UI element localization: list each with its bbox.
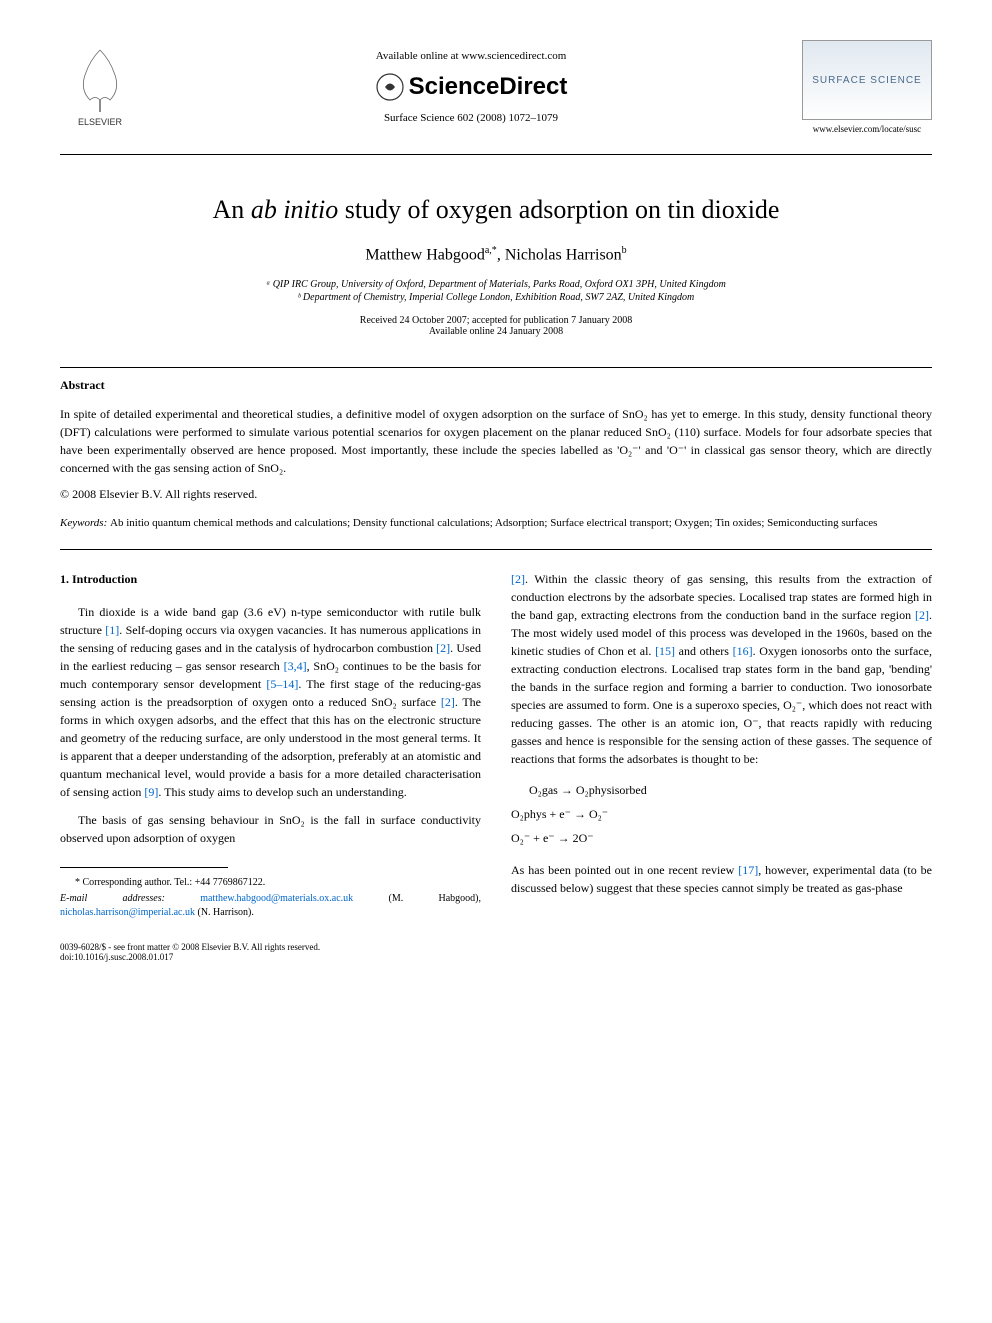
article-title: An ab initio study of oxygen adsorption … [60, 195, 932, 225]
email-addresses: E-mail addresses: matthew.habgood@materi… [60, 892, 481, 920]
affiliation-b: ᵇ Department of Chemistry, Imperial Coll… [60, 292, 932, 303]
journal-cover-text: SURFACE SCIENCE [812, 75, 921, 86]
ref-link[interactable]: [2] [441, 695, 455, 709]
author-1: Matthew Habgood [365, 246, 485, 263]
ref-link[interactable]: [2] [436, 641, 450, 655]
equation-2: O₂phys + e⁻ → O₂⁻ [511, 804, 932, 826]
equation-1: O₂gas → O₂physisorbed [511, 780, 932, 802]
ref-link[interactable]: [17] [738, 863, 758, 877]
affiliation-a: ᵃ QIP IRC Group, University of Oxford, D… [60, 279, 932, 290]
ref-link[interactable]: [3,4] [284, 659, 307, 673]
available-online-text: Available online at www.sciencedirect.co… [140, 50, 802, 62]
journal-cover-area: SURFACE SCIENCE www.elsevier.com/locate/… [802, 40, 932, 134]
keywords: Keywords: Ab initio quantum chemical met… [60, 517, 932, 529]
left-column: 1. Introduction Tin dioxide is a wide ba… [60, 570, 481, 922]
intro-para-2-start: The basis of gas sensing behaviour in Sn… [60, 811, 481, 847]
received-date: Received 24 October 2007; accepted for p… [60, 315, 932, 326]
introduction-heading: 1. Introduction [60, 570, 481, 588]
author-2: Nicholas Harrison [505, 246, 622, 263]
reaction-equations: O₂gas → O₂physisorbed O₂phys + e⁻ → O₂⁻ … [511, 780, 932, 849]
sciencedirect-logo: ScienceDirect [140, 72, 802, 102]
header-divider [60, 154, 932, 155]
intro-para-2-cont: [2]. Within the classic theory of gas se… [511, 570, 932, 768]
corresponding-author: * Corresponding author. Tel.: +44 776986… [60, 876, 481, 890]
footnote-divider [60, 867, 228, 868]
sciencedirect-text: ScienceDirect [409, 73, 568, 101]
abstract-text: In spite of detailed experimental and th… [60, 405, 932, 477]
keywords-label: Keywords: [60, 517, 110, 529]
email-link-1[interactable]: matthew.habgood@materials.ox.ac.uk [200, 893, 353, 904]
journal-cover: SURFACE SCIENCE [802, 40, 932, 120]
intro-para-3: As has been pointed out in one recent re… [511, 861, 932, 897]
available-date: Available online 24 January 2008 [60, 326, 932, 337]
ref-link[interactable]: [15] [655, 644, 675, 658]
ref-link[interactable]: [2] [915, 608, 929, 622]
affiliations: ᵃ QIP IRC Group, University of Oxford, D… [60, 279, 932, 303]
journal-url: www.elsevier.com/locate/susc [802, 124, 932, 134]
elsevier-tree-icon: ELSEVIER [60, 40, 140, 130]
abstract-copyright: © 2008 Elsevier B.V. All rights reserved… [60, 487, 932, 502]
footer-left: 0039-6028/$ - see front matter © 2008 El… [60, 942, 320, 962]
authors: Matthew Habgooda,*, Nicholas Harrisonb [60, 245, 932, 264]
ref-link[interactable]: [1] [105, 623, 119, 637]
abstract-top-divider [60, 367, 932, 368]
right-column: [2]. Within the classic theory of gas se… [511, 570, 932, 922]
page-footer: 0039-6028/$ - see front matter © 2008 El… [60, 942, 932, 962]
footer-copyright: 0039-6028/$ - see front matter © 2008 El… [60, 942, 320, 952]
body-columns: 1. Introduction Tin dioxide is a wide ba… [60, 570, 932, 922]
ref-link[interactable]: [2] [511, 572, 525, 586]
article-dates: Received 24 October 2007; accepted for p… [60, 315, 932, 337]
ref-link[interactable]: [5–14] [266, 677, 298, 691]
journal-reference: Surface Science 602 (2008) 1072–1079 [140, 112, 802, 124]
intro-para-1: Tin dioxide is a wide band gap (3.6 eV) … [60, 603, 481, 801]
footer-doi: doi:10.1016/j.susc.2008.01.017 [60, 952, 320, 962]
ref-link[interactable]: [16] [733, 644, 753, 658]
abstract-bottom-divider [60, 549, 932, 550]
equation-3: O₂⁻ + e⁻ → 2O⁻ [511, 828, 932, 850]
page-header: ELSEVIER Available online at www.science… [60, 40, 932, 134]
header-center: Available online at www.sciencedirect.co… [140, 40, 802, 124]
sciencedirect-icon [375, 72, 405, 102]
email-link-2[interactable]: nicholas.harrison@imperial.ac.uk [60, 907, 195, 918]
footnotes: * Corresponding author. Tel.: +44 776986… [60, 876, 481, 920]
svg-text:ELSEVIER: ELSEVIER [78, 117, 123, 127]
keywords-text: Ab initio quantum chemical methods and c… [110, 517, 877, 529]
ref-link[interactable]: [9] [144, 785, 158, 799]
abstract-heading: Abstract [60, 378, 932, 393]
elsevier-logo: ELSEVIER [60, 40, 140, 130]
